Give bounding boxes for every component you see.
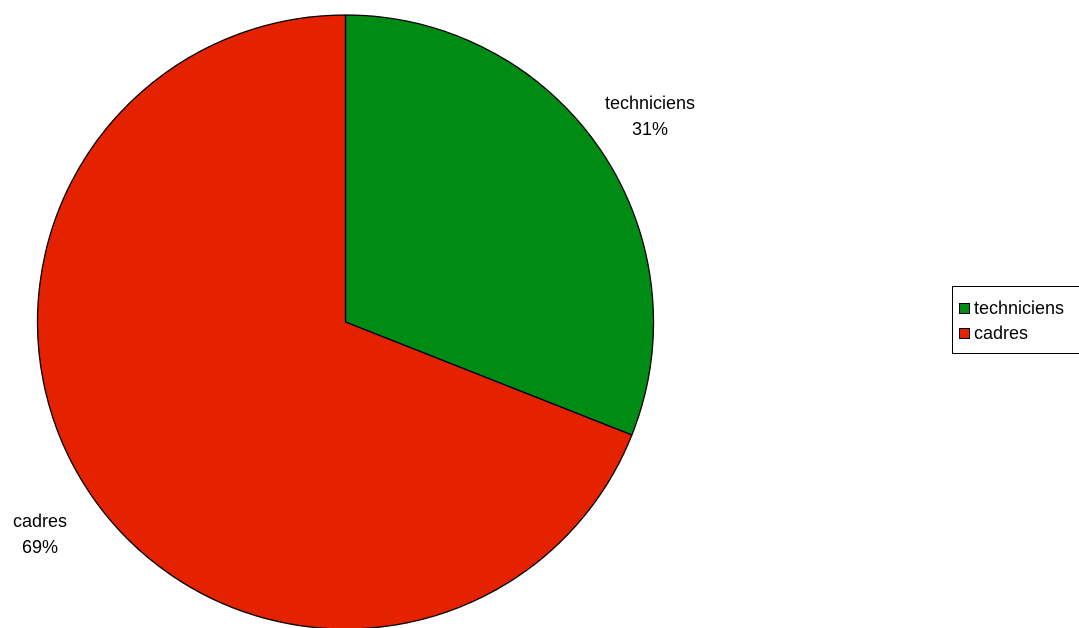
legend: techniciens cadres — [952, 286, 1079, 354]
data-label-name-cadres: cadres — [13, 511, 67, 531]
legend-label-cadres: cadres — [974, 322, 1029, 343]
legend-swatch-cadres — [959, 327, 970, 339]
legend-swatch-techniciens — [959, 302, 970, 314]
pie-slice-cadres — [36, 14, 633, 628]
pie-slices — [36, 14, 655, 628]
legend-item-techniciens: techniciens — [959, 297, 1064, 319]
data-label-name-techniciens: techniciens — [605, 93, 695, 113]
legend-item-cadres: cadres — [959, 322, 1028, 344]
data-label-percent-techniciens: 31% — [632, 119, 668, 139]
data-label-percent-cadres: 69% — [22, 537, 58, 557]
pie-slice-techniciens — [344, 14, 655, 436]
legend-label-techniciens: techniciens — [974, 297, 1065, 318]
data-labels: techniciens 31% cadres 69% — [13, 93, 695, 557]
